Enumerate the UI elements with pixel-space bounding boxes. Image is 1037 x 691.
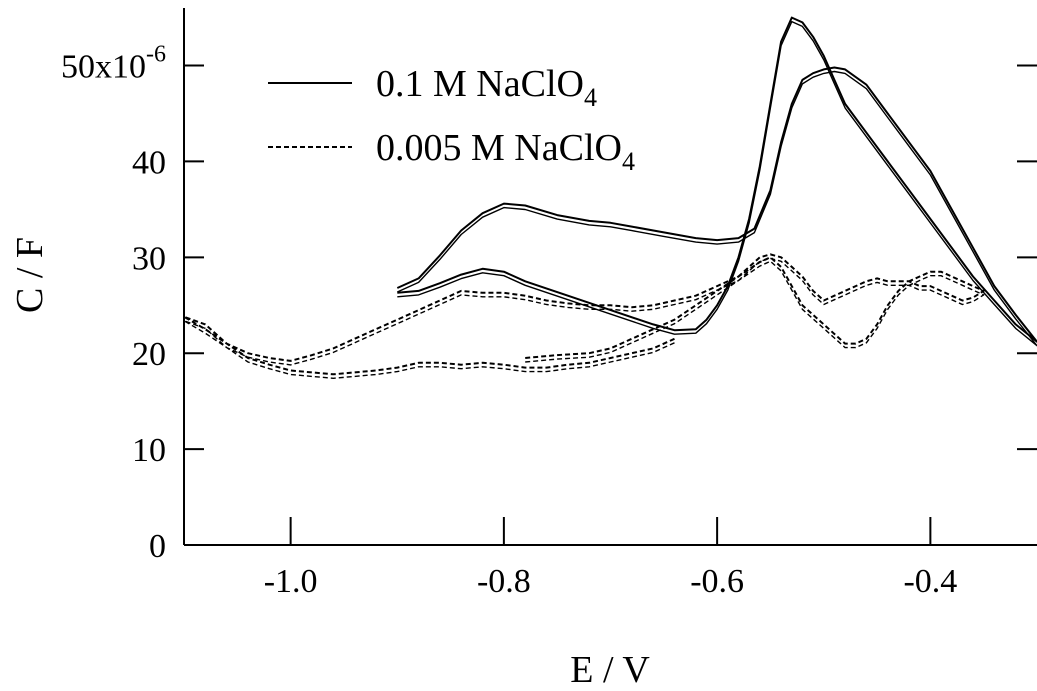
x-tick-label: -0.4 [903,563,957,600]
y-multiplier-exponent: -6 [146,42,166,68]
legend-label-0: 0.1 M NaClO4 [376,63,597,112]
plot-axes [183,8,1037,546]
x-tick-label: -0.8 [477,563,531,600]
legend-label-main: 0.1 M NaClO [376,63,584,105]
series-line-1 [183,253,985,376]
tick-layer: -1.0 -0.8 -0.6 -0.4 0 10 20 30 40 50x10-6 [61,42,1037,600]
y-tick-label: 30 [132,240,166,277]
y-tick-label: 40 [132,144,166,181]
legend-label-1: 0.005 M NaClO4 [376,127,635,176]
series-line-1-cycle [183,257,985,379]
y-tick-label: 0 [149,528,166,565]
series-line-0 [396,16,1037,343]
x-tick-label: -1.0 [264,563,318,600]
x-tick-label: -0.6 [690,563,744,600]
legend-label-subscript: 4 [622,147,635,176]
y-axis-title: C / F [9,237,51,313]
y-tick-label: 10 [132,432,166,469]
y-tick-label: 20 [132,336,166,373]
legend-label-main: 0.005 M NaClO [376,127,622,169]
legend-label-subscript: 4 [584,83,597,112]
x-axis-title: E / V [570,649,650,691]
y-tick-label: 50x10-6 [61,42,166,86]
series-layer [183,16,1037,379]
series-line-0-cycle [397,20,1037,347]
